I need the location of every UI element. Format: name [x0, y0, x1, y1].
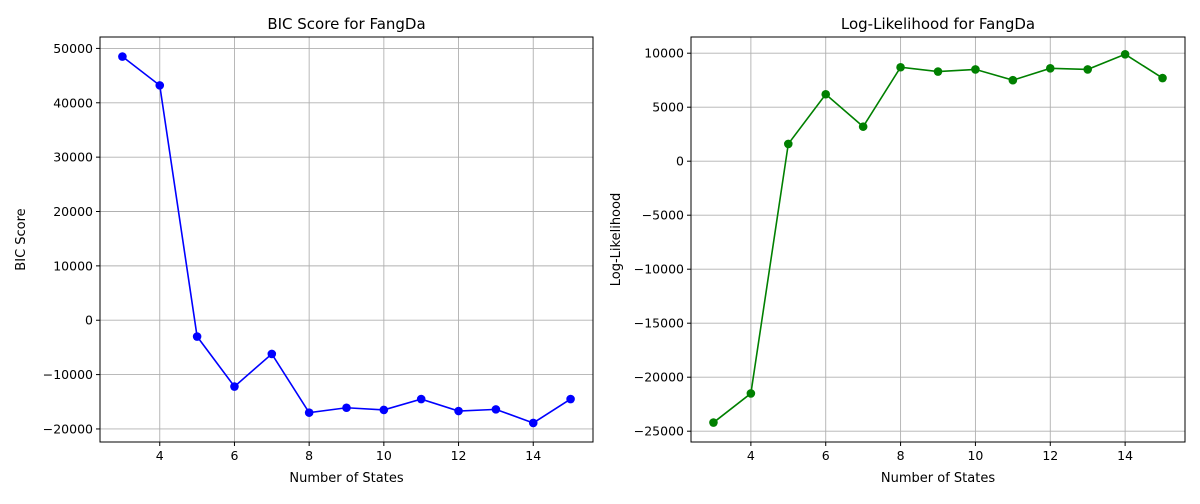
series-line [712, 53, 1163, 424]
x-tick-label: 8 [897, 448, 905, 463]
x-tick-label: 14 [525, 448, 541, 463]
y-tick-label: −10000 [43, 367, 93, 382]
y-axis-label: Log-Likelihood [609, 193, 624, 286]
data-point [192, 332, 202, 341]
x-tick-label: 10 [967, 448, 983, 463]
data-point [267, 349, 277, 359]
data-point [971, 65, 980, 74]
y-tick-label: −20000 [634, 370, 684, 385]
data-point [858, 122, 868, 131]
data-point [1120, 49, 1130, 59]
data-point [491, 405, 501, 414]
y-tick-label: −5000 [642, 208, 684, 223]
plot-frame [690, 36, 1186, 443]
data-point [1008, 75, 1018, 85]
data-point [896, 62, 905, 72]
x-tick-label: 4 [747, 448, 755, 463]
data-point [709, 418, 718, 427]
data-point [379, 405, 389, 415]
x-axis-label: Number of States [881, 471, 995, 486]
data-point [342, 403, 351, 413]
plot-frame [99, 36, 594, 443]
x-tick-label: 10 [376, 448, 392, 463]
y-tick-label: 20000 [53, 204, 93, 219]
data-point [746, 389, 756, 398]
y-tick-label: −15000 [634, 316, 684, 331]
y-tick-label: 50000 [53, 41, 93, 56]
data-point [118, 52, 127, 61]
y-tick-label: 0 [676, 154, 684, 169]
x-tick-label: 4 [156, 448, 164, 463]
chart-title: BIC Score for FangDa [267, 15, 425, 33]
x-tick-label: 12 [1042, 448, 1058, 463]
y-tick-label: 40000 [53, 95, 93, 110]
y-tick-label: 10000 [53, 258, 93, 273]
y-tick-label: −20000 [43, 421, 93, 436]
data-point [304, 408, 314, 417]
x-tick-label: 12 [451, 448, 467, 463]
data-point [566, 394, 575, 404]
x-tick-label: 14 [1117, 448, 1133, 463]
y-tick-label: −10000 [634, 262, 684, 277]
y-tick-label: 0 [85, 313, 93, 328]
y-tick-label: 5000 [652, 100, 684, 115]
x-axis-label: Number of States [289, 471, 403, 486]
y-tick-label: 10000 [644, 46, 684, 61]
data-point [528, 418, 538, 428]
x-tick-label: 6 [822, 448, 830, 463]
chart-title: Log-Likelihood for FangDa [841, 15, 1035, 33]
data-point [784, 139, 793, 149]
y-axis-label: BIC Score [14, 208, 29, 270]
data-point [454, 406, 463, 416]
data-point [230, 382, 239, 391]
y-tick-label: 30000 [53, 150, 93, 165]
data-point [1158, 73, 1167, 83]
data-point [155, 81, 165, 90]
x-tick-label: 8 [305, 448, 313, 463]
data-point [416, 394, 426, 404]
chart-2: 4 6 8 10 12 14 −25000 −20000 −15000 −10000 −5000 0 5… [609, 15, 1186, 486]
data-point [821, 89, 831, 99]
series-line [121, 55, 572, 424]
data-point [933, 67, 943, 76]
x-tick-label: 6 [230, 448, 238, 463]
data-point [1045, 64, 1055, 73]
data-point [1083, 65, 1092, 74]
chart-1: 4 6 8 10 12 14 −20000 −10000 0 10000 20000 30000 400… [14, 15, 594, 486]
y-tick-label: −25000 [634, 424, 684, 439]
